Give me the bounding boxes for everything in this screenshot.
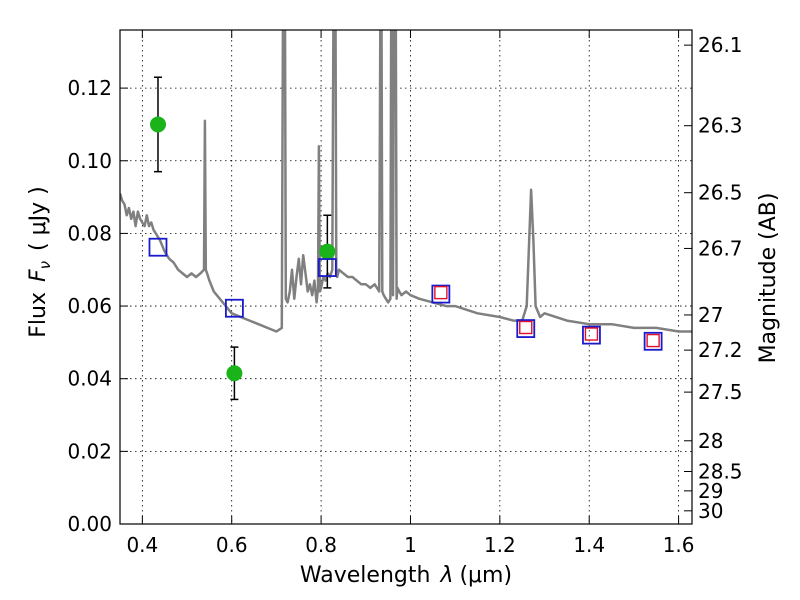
x-tick-label: 1.4 [573, 533, 605, 557]
y2-tick-label: 28 [698, 429, 723, 453]
y-tick-label: 0.00 [67, 512, 112, 536]
model-square-marker [582, 325, 601, 345]
errorbar-layer [153, 76, 332, 401]
nir-square-marker [519, 320, 533, 335]
y-tick-label: 0.02 [67, 439, 112, 463]
model-square-marker [431, 284, 451, 304]
y2-tick-label: 28.5 [698, 459, 743, 483]
observed-point [226, 365, 243, 382]
x-tick-label: 0.8 [305, 533, 337, 557]
x-tick-label: 1 [404, 533, 417, 557]
model-square-marker [317, 258, 337, 277]
model-sed-layer [120, 30, 692, 333]
y2-tick-label: 26.3 [698, 114, 743, 138]
y2-tick-label: 30 [698, 499, 723, 523]
plot-frame [119, 29, 693, 525]
observed-point [319, 243, 336, 260]
x-tick-label: 0.6 [216, 533, 248, 557]
y2-tick-label: 27 [698, 303, 723, 327]
y2-tick-label: 26.1 [698, 33, 743, 57]
model-square-marker [516, 319, 536, 338]
y-tick-label: 0.04 [67, 367, 112, 391]
marker-layer [148, 116, 663, 382]
y-axis-label: FluxFν( μJy ) [26, 186, 54, 337]
nir-square-marker [434, 285, 448, 300]
y2-tick-label: 26.5 [698, 181, 743, 205]
x-tick-label: 0.4 [126, 533, 158, 557]
nir-square-marker [646, 333, 660, 348]
tick-layer: 0.4 0.6 0.8 1 1.2 1.4 1.6 0.00 0.02 0.04 0.06 0.08 0… [67, 30, 743, 557]
model-square-marker [643, 331, 663, 351]
y2-tick-label: 26.7 [698, 236, 743, 260]
y-tick-label: 0.08 [67, 221, 112, 245]
y2-axis-label: Magnitude (AB) [756, 193, 781, 364]
grid-layer [120, 30, 692, 525]
y-tick-label: 0.12 [67, 76, 112, 100]
model-square-marker [224, 298, 244, 318]
model-sed-line [120, 30, 692, 333]
y-tick-label: 0.10 [67, 149, 112, 173]
x-tick-label: 1.6 [663, 533, 695, 557]
x-axis-label: Wavelength λ (μm) [300, 563, 512, 588]
y-tick-label: 0.06 [67, 294, 112, 318]
y2-tick-label: 27.2 [698, 338, 743, 362]
y2-tick-label: 27.5 [698, 380, 743, 404]
model-square-marker [148, 237, 168, 257]
observed-point [149, 116, 166, 133]
x-tick-label: 1.2 [484, 533, 516, 557]
y2-tick-label: 29 [698, 479, 723, 503]
nir-square-marker [584, 327, 599, 341]
